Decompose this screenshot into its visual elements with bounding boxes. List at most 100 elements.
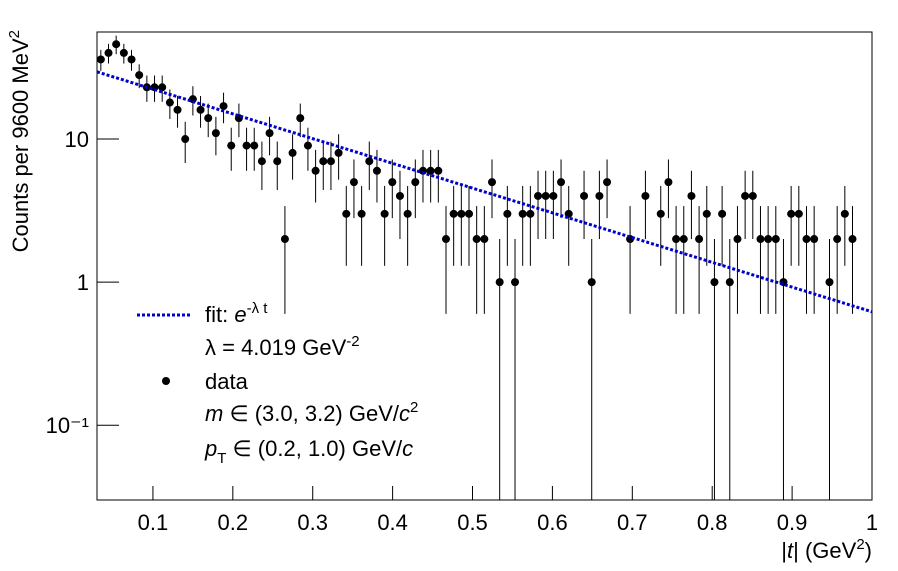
data-point (733, 235, 742, 244)
data-point (273, 157, 282, 166)
x-tick-label: 0.8 (697, 510, 728, 535)
legend-fit-label: fit: e-λ t (205, 300, 268, 327)
data-point (641, 191, 650, 200)
data-point (833, 235, 842, 244)
y-tick-label: 10⁻¹ (46, 413, 89, 438)
data-point (426, 166, 435, 175)
data-point (771, 235, 780, 244)
data-point (526, 209, 535, 218)
data-point (196, 105, 205, 114)
data-point (787, 209, 796, 218)
data-point (395, 191, 404, 200)
data-point (794, 209, 803, 218)
data-point (472, 235, 481, 244)
data-point (725, 278, 734, 287)
x-tick-label: 0.7 (617, 510, 648, 535)
data-point (365, 157, 374, 166)
data-point (135, 71, 144, 80)
x-label-post: | (GeV (793, 538, 857, 563)
data-point (357, 209, 366, 218)
lambda-sup: -2 (346, 333, 359, 350)
data-point (349, 178, 358, 187)
data-point (457, 209, 466, 218)
data-point (511, 278, 520, 287)
data-point (557, 178, 566, 187)
data-point (695, 235, 704, 244)
data-point (595, 191, 604, 200)
data-point (434, 166, 443, 175)
fit-var: e (234, 302, 246, 327)
x-tick-label: 0.2 (218, 510, 249, 535)
data-point (741, 191, 750, 200)
data-point (825, 278, 834, 287)
x-tick-label: 0.4 (377, 510, 408, 535)
legend-data-label: data (205, 369, 249, 394)
data-point (372, 166, 381, 175)
data-point (204, 114, 213, 123)
data-point (296, 114, 305, 123)
data-point (480, 235, 489, 244)
data-point (227, 141, 236, 150)
data-point (687, 191, 696, 200)
data-point (679, 235, 688, 244)
mass-var2: c (399, 401, 410, 426)
fit-sup: -λ t (247, 300, 269, 317)
y-label-sup: 2 (6, 30, 23, 38)
data-point (802, 235, 811, 244)
data-point (173, 105, 182, 114)
x-label-pre: | (781, 538, 787, 563)
lambda-text: λ = 4.019 GeV (205, 335, 347, 360)
x-axis-label: |t| (GeV2) (781, 536, 872, 563)
data-point (388, 178, 397, 187)
y-tick-label: 1 (77, 270, 89, 295)
data-point (534, 191, 543, 200)
data-point (112, 40, 121, 49)
data-point (503, 209, 512, 218)
data-point (449, 209, 458, 218)
legend-data-marker (162, 377, 170, 385)
data-point (211, 129, 220, 138)
data-point (840, 209, 849, 218)
data-point (242, 141, 251, 150)
data-point (418, 166, 427, 175)
data-point (219, 102, 228, 111)
data-point (257, 157, 266, 166)
data-point (119, 48, 128, 57)
data-point (718, 209, 727, 218)
data-point (127, 55, 136, 64)
data-point (319, 157, 328, 166)
fit-line (96, 70, 873, 314)
x-label-close: ) (865, 538, 872, 563)
data-point (311, 166, 320, 175)
pt-var: p (204, 436, 217, 461)
data-point (96, 55, 105, 64)
pt-annotation: pT ∈ (0.2, 1.0) GeV/c (204, 436, 413, 467)
x-label-sup: 2 (856, 536, 864, 553)
data-point (495, 278, 504, 287)
pt-sub: T (217, 450, 226, 467)
pt-text: ∈ (0.2, 1.0) GeV/ (226, 436, 403, 461)
x-tick-label: 0.5 (457, 510, 488, 535)
data-point (664, 178, 673, 187)
data-point (702, 209, 711, 218)
data-point (518, 209, 527, 218)
pt-var2: c (402, 436, 413, 461)
data-point (303, 141, 312, 150)
data-point (158, 83, 167, 92)
data-point (334, 148, 343, 157)
data-point (764, 235, 773, 244)
x-label-var: t (787, 538, 794, 563)
x-tick-label: 0.9 (777, 510, 808, 535)
data-point (380, 209, 389, 218)
data-point (587, 278, 596, 287)
data-point (441, 235, 450, 244)
data-point (265, 129, 274, 138)
data-point (250, 141, 259, 150)
x-tick-label: 0.6 (537, 510, 568, 535)
mass-text: ∈ (3.0, 3.2) GeV/ (223, 401, 400, 426)
data-point (710, 278, 719, 287)
mass-sup: 2 (410, 399, 418, 416)
data-point (342, 209, 351, 218)
fit-pre: fit: (205, 302, 234, 327)
